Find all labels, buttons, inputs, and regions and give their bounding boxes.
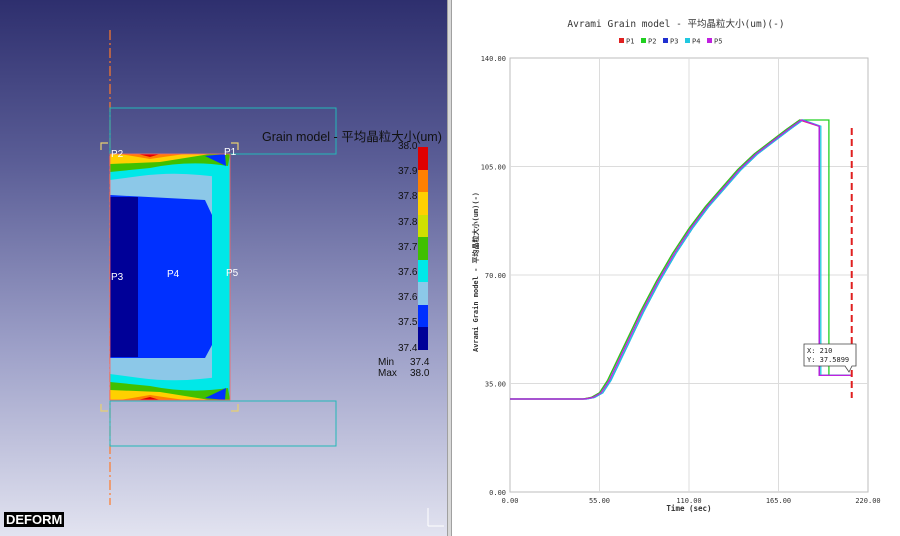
legend-max: Max 38.0 — [378, 368, 430, 379]
x-tick-labels: 0.00 55.00 110.00 165.00 220.00 — [502, 497, 881, 505]
legend-swatch — [418, 282, 428, 305]
legend-tick-label: 37.8 — [398, 191, 418, 203]
contour-band-darkblue — [110, 197, 138, 357]
legend-tick-label: 37.5 — [398, 317, 418, 329]
legend-marker-p1 — [619, 38, 624, 43]
legend-label-p3: P3 — [670, 38, 678, 46]
point-label-p4: P4 — [167, 269, 180, 280]
y-tick-label: 35.00 — [485, 381, 506, 389]
legend-tick-label: 37.6 — [398, 267, 418, 278]
contour-band-bottom-blue — [205, 388, 226, 400]
y-tick-labels: 0.00 35.00 70.00 105.00 140.00 — [481, 55, 506, 497]
legend-min: Min 37.4 — [378, 357, 430, 368]
chart-title: Avrami Grain model - 平均晶粒大小(um)(-) — [567, 18, 784, 30]
legend-color-bar — [418, 147, 428, 350]
legend-tick-label: 37.8 — [398, 216, 418, 228]
selection-brackets — [100, 142, 239, 412]
legend-swatch — [418, 237, 428, 260]
legend-label-p4: P4 — [692, 38, 700, 46]
chart-panel[interactable]: Avrami Grain model - 平均晶粒大小(um)(-) P1 P2 P… — [452, 0, 900, 536]
legend-swatch — [418, 147, 428, 170]
legend-marker-p2 — [641, 38, 646, 43]
series-line-p4 — [510, 119, 852, 400]
cursor-y-readout: Y: 37.5899 — [807, 356, 849, 364]
x-tick-label: 165.00 — [766, 497, 791, 505]
avrami-grain-chart: Avrami Grain model - 平均晶粒大小(um)(-) P1 P2 P… — [471, 18, 881, 513]
y-axis-label: Avrami Grain model - 平均晶粒大小(um)(-) — [471, 192, 480, 352]
legend-tick-label: 38.0 — [398, 141, 418, 152]
legend-label-p2: P2 — [648, 38, 656, 46]
legend-swatch — [418, 259, 428, 283]
cursor-tooltip — [803, 343, 857, 373]
axis-triad-icon — [427, 508, 444, 527]
legend-swatch — [418, 327, 428, 350]
contour-band-top-red — [138, 154, 160, 157]
legend-swatch — [418, 304, 428, 328]
legend-tick-label: 37.6 — [398, 292, 418, 304]
panel-splitter[interactable] — [447, 0, 452, 536]
legend-swatch — [418, 214, 428, 238]
legend-tick-label: 37.4 — [398, 342, 418, 354]
legend-marker-p3 — [663, 38, 668, 43]
legend-marker-p5 — [707, 38, 712, 43]
bottom-die-outline — [109, 400, 337, 447]
y-tick-label: 105.00 — [481, 164, 506, 172]
series-line-p2 — [510, 119, 852, 400]
cursor-x-readout: X: 210 — [807, 347, 832, 355]
contour-band-top-orange — [120, 154, 185, 159]
legend-title: Grain model - 平均晶粒大小(um) — [262, 130, 442, 144]
legend-swatch — [418, 169, 428, 193]
legend-tick-label: 37.9 — [398, 166, 418, 178]
point-label-p1: P1 — [224, 147, 237, 158]
chart-legend: P1 P2 P3 P4 P5 — [619, 38, 722, 46]
contour-band-bottom-red — [138, 397, 160, 400]
x-tick-label: 0.00 — [502, 497, 519, 505]
workpiece-contour-view — [100, 30, 444, 527]
point-label-p5: P5 — [226, 268, 239, 279]
legend-swatch — [418, 192, 428, 215]
legend-label-p1: P1 — [626, 38, 634, 46]
y-tick-label: 140.00 — [481, 55, 506, 63]
legend-label-p5: P5 — [714, 38, 722, 46]
x-tick-label: 220.00 — [855, 497, 880, 505]
grid-lines — [510, 58, 868, 492]
legend-marker-p4 — [685, 38, 690, 43]
deform-logo: DEFORM — [4, 512, 65, 527]
y-tick-label: 70.00 — [485, 272, 506, 280]
point-label-p3: P3 — [111, 272, 124, 283]
legend-tick-label: 37.7 — [398, 241, 418, 253]
point-label-p2: P2 — [111, 149, 124, 160]
x-tick-label: 110.00 — [676, 497, 701, 505]
x-axis-label: Time (sec) — [666, 504, 711, 513]
workpiece-outline — [109, 153, 231, 401]
series-line-p5 — [510, 119, 852, 400]
x-tick-label: 55.00 — [589, 497, 610, 505]
contour-band-bottom-orange — [120, 395, 185, 400]
contour-band-cyan-right — [212, 160, 230, 392]
contour-band-top-blue — [205, 154, 226, 166]
y-tick-label: 0.00 — [489, 489, 506, 497]
deform-viewport[interactable]: P1 P2 P3 P4 P5 Grain model - 平均晶粒大小(um) … — [0, 0, 447, 536]
series-lines — [510, 119, 852, 400]
